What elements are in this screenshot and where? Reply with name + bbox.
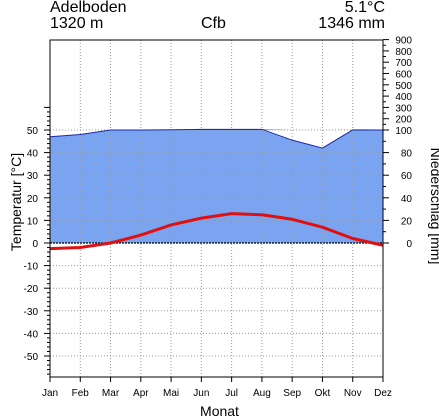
month-label: Aug [253, 388, 271, 399]
temp-tick-label: 30 [27, 171, 39, 182]
temp-tick-label: 0 [32, 239, 38, 250]
month-label: Jun [193, 388, 209, 399]
temp-tick-label: -50 [24, 352, 39, 363]
month-label: Nov [344, 388, 362, 399]
temp-tick-label: -20 [24, 284, 39, 295]
temp-tick-label: 20 [27, 194, 39, 205]
y-axis-label-left: Temperatur [°C] [8, 152, 24, 252]
precip-tick-label: 700 [395, 58, 412, 69]
temp-tick-label: -10 [24, 262, 39, 273]
precipitation-line [49, 128, 384, 149]
precip-tick-label: 40 [401, 194, 413, 205]
precip-tick-label: 20 [401, 216, 413, 227]
precip-tick-label: 100 [395, 126, 412, 137]
precip-tick-label: 200 [395, 115, 412, 126]
precipitation-area [50, 130, 383, 243]
precip-tick-label: 600 [395, 70, 412, 81]
month-label: Mar [102, 388, 120, 399]
precip-tick-label: 300 [395, 103, 412, 114]
month-label: Jul [225, 388, 238, 399]
temp-tick-label: 10 [27, 216, 39, 227]
temperature-line [49, 212, 384, 251]
precip-tick-label: 60 [401, 171, 413, 182]
precip-tick-label: 500 [395, 81, 412, 92]
temp-tick-label: 50 [27, 126, 39, 137]
plot-frame [49, 39, 384, 378]
month-label: Mai [163, 388, 179, 399]
temp-tick-label: -30 [24, 307, 39, 318]
precip-tick-label: 900 [395, 36, 412, 47]
precip-tick-label: 800 [395, 47, 412, 58]
month-label: Apr [133, 388, 149, 399]
x-axis-label: Monat [200, 403, 239, 419]
temp-tick-label: 40 [27, 149, 39, 160]
y-axis-label-right: Niederschlag [mm] [428, 147, 439, 265]
month-label: Sep [283, 388, 301, 399]
precip-tick-label: 0 [406, 239, 412, 250]
annual-precipitation-label: 1346 mm [318, 15, 385, 32]
month-label: Dez [374, 388, 392, 399]
precip-tick-label: 400 [395, 92, 412, 103]
precip-tick-label: 80 [401, 149, 413, 160]
mean-temperature-label: 5.1°C [344, 0, 385, 16]
month-label: Jan [42, 388, 58, 399]
station-name: Adelboden [50, 0, 127, 16]
temp-tick-label: -40 [24, 329, 39, 340]
elevation-label: 1320 m [50, 15, 104, 32]
month-label: Okt [315, 388, 331, 399]
month-label: Feb [72, 388, 90, 399]
climate-class-label: Cfb [201, 15, 226, 32]
